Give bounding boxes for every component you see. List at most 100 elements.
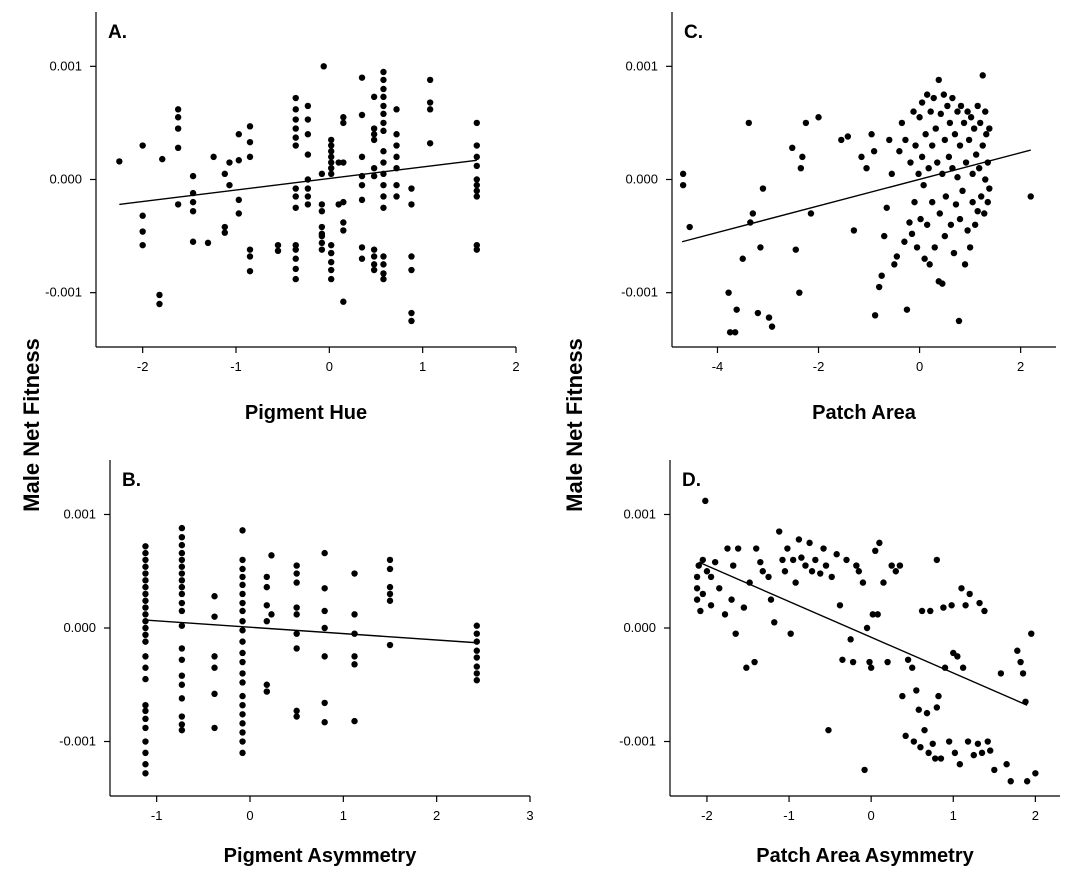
data-point-b — [473, 630, 480, 637]
data-point-c — [799, 153, 806, 161]
x-tick-label-a: 1 — [419, 359, 426, 374]
data-point-d — [822, 562, 830, 569]
data-point-a — [246, 267, 254, 275]
data-point-a — [328, 258, 335, 266]
data-point-b — [268, 611, 275, 618]
data-point-a — [380, 127, 387, 135]
data-point-b — [239, 649, 246, 657]
data-point-b — [142, 749, 149, 757]
data-point-a — [408, 185, 415, 192]
data-point-b — [142, 631, 149, 639]
data-point-b — [386, 565, 394, 573]
data-point-d — [974, 740, 982, 747]
data-point-b — [239, 627, 246, 634]
data-point-d — [958, 585, 965, 592]
data-point-d — [699, 590, 707, 598]
data-point-b — [178, 726, 186, 734]
data-point-a — [328, 164, 335, 172]
data-point-c — [929, 142, 936, 149]
data-point-b — [142, 675, 149, 683]
data-point-c — [927, 108, 934, 115]
data-point-a — [174, 201, 182, 208]
data-point-d — [966, 590, 973, 598]
data-point-c — [966, 244, 974, 251]
data-point-b — [321, 607, 328, 615]
data-point-a — [340, 227, 347, 234]
data-point-a — [292, 106, 299, 113]
data-point-b — [473, 663, 480, 670]
data-point-d — [923, 709, 931, 717]
data-point-a — [292, 134, 299, 141]
data-point-d — [784, 545, 791, 552]
data-point-c — [974, 102, 981, 110]
panel-label-b: B. — [122, 470, 141, 491]
data-point-b — [239, 679, 246, 686]
data-point-c — [976, 164, 983, 172]
data-point-a — [408, 309, 415, 317]
data-point-b — [211, 653, 218, 660]
data-point-c — [910, 108, 917, 115]
y-tick-label-d: 0.001 — [623, 506, 656, 521]
data-point-a — [292, 255, 299, 262]
data-point-c — [896, 148, 903, 155]
data-point-b — [239, 670, 246, 677]
data-point-d — [693, 573, 701, 581]
data-point-c — [871, 312, 879, 319]
data-point-b — [351, 570, 358, 577]
data-point-d — [925, 749, 932, 757]
data-point-a — [189, 207, 197, 215]
data-point-c — [907, 159, 914, 166]
data-point-d — [743, 664, 750, 671]
data-point-c — [731, 329, 739, 336]
data-point-a — [210, 153, 217, 161]
data-point-a — [426, 140, 434, 147]
data-point-d — [915, 706, 922, 713]
data-point-d — [789, 556, 797, 564]
data-point-b — [178, 583, 186, 591]
data-point-d — [771, 619, 778, 626]
data-point-a — [139, 212, 146, 219]
data-point-d — [843, 556, 850, 564]
data-point-c — [964, 227, 971, 234]
data-point-d — [817, 570, 824, 577]
data-point-c — [850, 227, 858, 234]
data-point-d — [787, 630, 794, 637]
data-point-d — [836, 602, 844, 609]
data-point-a — [473, 162, 480, 170]
data-point-b — [211, 664, 218, 671]
y-tick-label-b: -0.001 — [59, 734, 96, 749]
y-tick-label-b: 0.001 — [63, 506, 96, 521]
data-point-d — [732, 630, 739, 637]
data-point-a — [292, 275, 299, 283]
x-tick-label-a: -1 — [230, 359, 242, 374]
data-point-c — [888, 170, 895, 178]
data-point-b — [142, 597, 149, 604]
data-point-b — [473, 677, 480, 684]
data-point-a — [139, 228, 146, 235]
data-point-c — [957, 102, 965, 110]
data-point-d — [825, 726, 832, 734]
data-point-c — [838, 136, 845, 144]
data-point-c — [932, 125, 939, 132]
data-point-d — [828, 573, 835, 581]
data-point-a — [246, 138, 254, 146]
data-point-b — [142, 570, 149, 577]
data-point-d — [976, 599, 983, 607]
data-point-a — [139, 241, 146, 249]
data-point-a — [380, 76, 387, 84]
data-point-b — [178, 656, 186, 663]
data-point-d — [904, 656, 912, 663]
y-tick-label-b: 0.000 — [63, 620, 96, 635]
panel-label-c: C. — [684, 22, 703, 43]
data-point-d — [734, 545, 742, 552]
data-point-b — [293, 562, 300, 569]
data-point-d — [753, 545, 760, 552]
data-point-b — [473, 638, 480, 645]
data-point-d — [940, 604, 947, 611]
data-point-c — [917, 215, 924, 223]
data-point-b — [211, 690, 218, 698]
data-point-a — [370, 131, 378, 138]
data-point-c — [983, 131, 990, 138]
data-point-b — [178, 577, 186, 584]
data-point-b — [178, 721, 186, 728]
